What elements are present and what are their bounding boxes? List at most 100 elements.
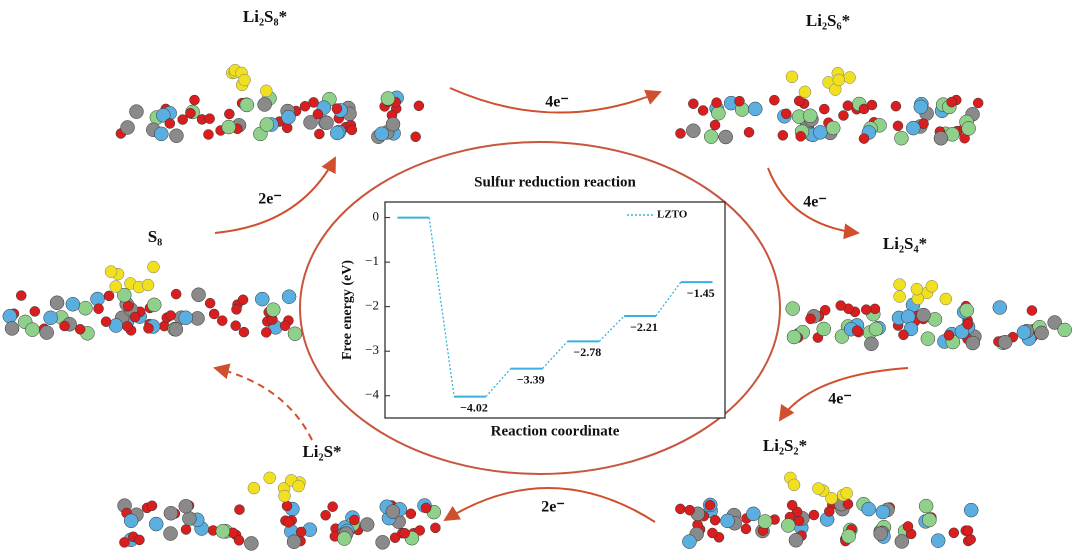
atom bbox=[862, 502, 876, 516]
atom bbox=[209, 309, 219, 319]
atom bbox=[712, 98, 722, 108]
atom bbox=[119, 537, 129, 547]
atom bbox=[966, 336, 980, 350]
atom bbox=[406, 509, 416, 519]
atom bbox=[719, 130, 733, 144]
sulfur-atom bbox=[142, 279, 154, 291]
atom bbox=[169, 322, 183, 336]
y-axis-label: Free energy (eV) bbox=[340, 260, 355, 360]
sulfur-atom bbox=[105, 266, 117, 278]
atom bbox=[129, 105, 143, 119]
atom bbox=[809, 510, 819, 520]
atom bbox=[962, 121, 976, 135]
electron-label: 4e⁻ bbox=[803, 194, 827, 211]
atom bbox=[25, 323, 39, 337]
atom bbox=[893, 121, 903, 131]
atom bbox=[260, 118, 274, 132]
chart: Sulfur reduction reaction Reaction coord… bbox=[340, 174, 725, 439]
atom bbox=[386, 117, 400, 131]
atom bbox=[682, 535, 696, 549]
atom bbox=[181, 525, 191, 535]
atom bbox=[411, 132, 421, 142]
atom bbox=[973, 98, 983, 108]
atom bbox=[217, 316, 227, 326]
atom bbox=[224, 109, 234, 119]
sulfur-atom bbox=[940, 293, 952, 305]
atom bbox=[231, 321, 241, 331]
atom bbox=[852, 326, 862, 336]
figure: Li₂S₈* Li₂S₆* Li₂S₄* Li₂S₂* Li₂S* S₈ 2e⁻… bbox=[0, 0, 1072, 560]
atom bbox=[205, 298, 215, 308]
atom bbox=[843, 101, 853, 111]
atom bbox=[375, 127, 389, 141]
atom bbox=[171, 289, 181, 299]
atom bbox=[5, 321, 19, 335]
atom bbox=[44, 311, 58, 325]
atom bbox=[282, 290, 296, 304]
atom bbox=[231, 304, 241, 314]
atom bbox=[711, 106, 725, 120]
atom bbox=[164, 527, 178, 541]
atom bbox=[261, 327, 271, 337]
atom bbox=[1058, 323, 1072, 337]
species-label: Li₂S₄* bbox=[883, 234, 927, 253]
atom bbox=[998, 335, 1012, 349]
species-label: Li₂S₂* bbox=[763, 436, 807, 455]
atom bbox=[876, 505, 890, 519]
atom bbox=[796, 131, 806, 141]
atom bbox=[281, 110, 295, 124]
atom bbox=[789, 533, 803, 547]
atom bbox=[169, 129, 183, 143]
atom bbox=[360, 518, 374, 532]
arrow bbox=[215, 368, 312, 440]
atom bbox=[778, 130, 788, 140]
atom bbox=[121, 120, 135, 134]
atom bbox=[903, 521, 913, 531]
atom bbox=[838, 110, 848, 120]
atom bbox=[960, 303, 974, 317]
atom bbox=[164, 506, 178, 520]
atom bbox=[376, 535, 390, 549]
atom bbox=[240, 98, 254, 112]
atom bbox=[906, 121, 920, 135]
atom bbox=[675, 504, 685, 514]
atom bbox=[826, 121, 840, 135]
atom bbox=[922, 513, 936, 527]
atom bbox=[189, 95, 199, 105]
atom bbox=[836, 301, 846, 311]
atom bbox=[149, 517, 163, 531]
atom bbox=[861, 305, 871, 315]
atom bbox=[781, 109, 791, 119]
y-tick-label: −1 bbox=[365, 253, 379, 268]
atom bbox=[381, 91, 395, 105]
sulfur-atom bbox=[894, 291, 906, 303]
atom bbox=[786, 302, 800, 316]
atom bbox=[94, 304, 104, 314]
atom bbox=[787, 500, 797, 510]
atom bbox=[239, 327, 249, 337]
atom bbox=[258, 97, 272, 111]
atom bbox=[216, 524, 230, 538]
atom bbox=[50, 296, 64, 310]
atom bbox=[179, 311, 193, 325]
atom bbox=[330, 126, 344, 140]
atom bbox=[688, 99, 698, 109]
atom bbox=[328, 502, 338, 512]
atom bbox=[842, 529, 856, 543]
atom bbox=[817, 322, 831, 336]
atom bbox=[234, 505, 244, 515]
atom bbox=[321, 510, 331, 520]
y-tick-label: 0 bbox=[373, 209, 380, 224]
atom bbox=[124, 514, 138, 528]
atom bbox=[192, 288, 206, 302]
atom bbox=[867, 100, 877, 110]
atom bbox=[430, 523, 440, 533]
sulfur-atom bbox=[926, 280, 938, 292]
atom bbox=[147, 501, 157, 511]
atom bbox=[919, 499, 933, 513]
sulfur-atom bbox=[239, 74, 251, 86]
atom bbox=[288, 327, 302, 341]
atom bbox=[686, 124, 700, 138]
atom bbox=[280, 321, 290, 331]
atom bbox=[787, 330, 801, 344]
